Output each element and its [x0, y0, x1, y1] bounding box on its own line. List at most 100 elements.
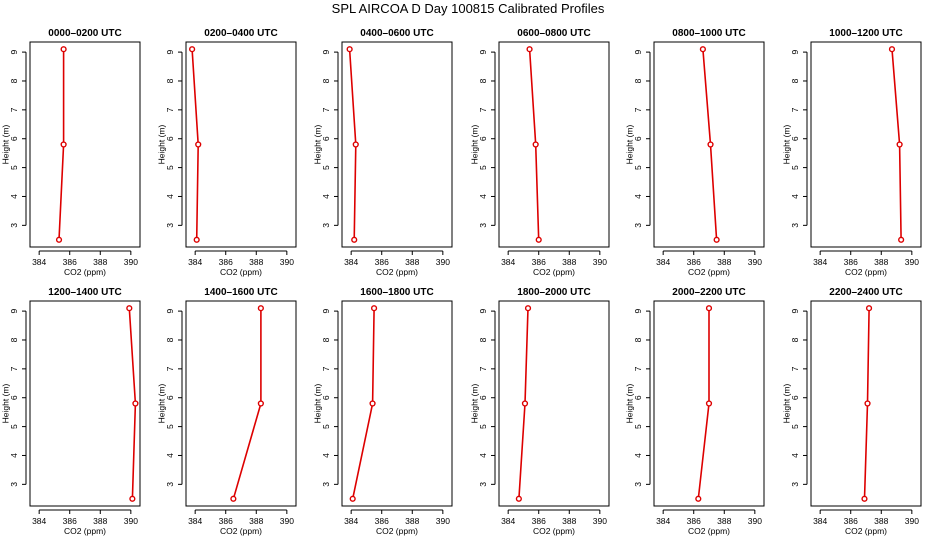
x-tick-label: 390	[436, 516, 450, 526]
y-tick-label: 7	[321, 107, 331, 112]
x-tick-label: 388	[93, 257, 107, 267]
y-tick-label: 3	[790, 482, 800, 487]
profile-point	[60, 141, 67, 148]
y-tick-label: 4	[478, 194, 488, 199]
y-tick-label: 7	[165, 366, 175, 371]
y-tick-label: 6	[478, 136, 488, 141]
y-axis-label: Height (m)	[156, 384, 166, 424]
y-tick-label: 5	[633, 165, 643, 170]
y-tick-label: 3	[478, 223, 488, 228]
y-tick-label: 9	[790, 49, 800, 54]
x-tick-label: 390	[905, 257, 919, 267]
x-tick-label: 384	[344, 257, 358, 267]
y-tick-label: 6	[165, 136, 175, 141]
chart-panel-2: 0200–0400 UTC 384 386 388 390 CO2 (ppm) 3 4 5 6 7 8…	[156, 28, 297, 277]
x-tick-label: 386	[219, 257, 233, 267]
y-tick-label: 5	[478, 165, 488, 170]
y-tick-label: 4	[321, 453, 331, 458]
profile-point	[713, 236, 720, 243]
x-tick-label: 390	[280, 257, 294, 267]
x-tick-label: 384	[32, 257, 46, 267]
x-tick-label: 386	[219, 516, 233, 526]
y-tick-label: 9	[478, 308, 488, 313]
y-tick-label: 8	[9, 78, 19, 83]
panel-title: 0400–0600 UTC	[360, 28, 433, 39]
y-tick-label: 9	[9, 308, 19, 313]
x-tick-label: 384	[188, 516, 202, 526]
chart-panel-3: 0400–0600 UTC 384 386 388 390 CO2 (ppm) 3 4 5 6 7 8…	[312, 28, 453, 277]
y-tick-label: 5	[9, 165, 19, 170]
chart-panel-10: 1800–2000 UTC 384 386 388 390 CO2 (ppm) 3 4 5 6 7 8…	[469, 287, 610, 536]
profile-point	[532, 141, 539, 148]
y-tick-label: 8	[478, 337, 488, 342]
y-tick-label: 6	[633, 395, 643, 400]
y-tick-label: 6	[9, 136, 19, 141]
profile-point	[888, 46, 896, 53]
x-tick-label: 390	[124, 516, 138, 526]
profile-point	[526, 46, 533, 53]
y-tick-label: 3	[165, 482, 175, 487]
profile-point	[370, 305, 378, 312]
y-tick-label: 3	[478, 482, 488, 487]
x-tick-label: 386	[687, 516, 701, 526]
y-tick-label: 9	[165, 308, 175, 313]
x-tick-label: 384	[344, 516, 358, 526]
y-tick-label: 6	[9, 395, 19, 400]
panel-title: 1800–2000 UTC	[517, 287, 590, 298]
y-tick-label: 4	[9, 194, 19, 199]
profile-point	[695, 495, 702, 502]
y-tick-label: 8	[633, 337, 643, 342]
profile-point	[346, 46, 353, 53]
profile-point	[864, 400, 871, 407]
profile-point	[257, 305, 264, 312]
x-tick-label: 386	[687, 257, 701, 267]
y-tick-label: 3	[633, 482, 643, 487]
x-tick-label: 386	[63, 516, 77, 526]
y-tick-label: 8	[321, 78, 331, 83]
x-tick-label: 384	[813, 516, 827, 526]
profile-point	[193, 236, 200, 243]
x-tick-label: 388	[249, 516, 263, 526]
chart-panel-9: 1600–1800 UTC 384 386 388 390 CO2 (ppm) 3 4 5 6 7 8…	[312, 287, 453, 536]
x-tick-label: 384	[188, 257, 202, 267]
profile-point	[351, 236, 358, 243]
x-tick-label: 390	[593, 516, 607, 526]
panel-title: 1000–1200 UTC	[829, 28, 902, 39]
y-tick-label: 3	[9, 482, 19, 487]
y-tick-label: 4	[165, 194, 175, 199]
y-axis-label: Height (m)	[781, 384, 791, 424]
chart-panel-1: 0000–0200 UTC 384 386 388 390 CO2 (ppm) 3 4 5 6 7 8…	[0, 28, 141, 277]
chart-panel-5: 0800–1000 UTC 384 386 388 390 CO2 (ppm) 3 4 5 6 7 8…	[624, 28, 765, 277]
x-tick-label: 384	[32, 516, 46, 526]
chart-panel-6: 1000–1200 UTC 384 386 388 390 CO2 (ppm) 3 4 5 6 7 8…	[781, 28, 922, 277]
y-tick-label: 4	[9, 453, 19, 458]
y-tick-label: 9	[165, 49, 175, 54]
profile-point	[705, 305, 713, 312]
y-tick-label: 7	[478, 366, 488, 371]
x-tick-label: 384	[501, 516, 515, 526]
y-tick-label: 8	[790, 78, 800, 83]
y-tick-label: 7	[633, 107, 643, 112]
panel-title: 0000–0200 UTC	[48, 28, 121, 39]
y-tick-label: 7	[165, 107, 175, 112]
y-tick-label: 5	[321, 424, 331, 429]
y-tick-label: 8	[9, 337, 19, 342]
y-tick-label: 6	[790, 136, 800, 141]
profile-point	[55, 236, 63, 243]
profile-point	[349, 495, 356, 502]
y-tick-label: 3	[633, 223, 643, 228]
profile-point	[705, 400, 713, 407]
panel-title: 2200–2400 UTC	[829, 287, 902, 298]
profile-point	[369, 400, 376, 407]
y-tick-label: 9	[321, 49, 331, 54]
chart-panel-4: 0600–0800 UTC 384 386 388 390 CO2 (ppm) 3 4 5 6 7 8…	[469, 28, 610, 277]
y-tick-label: 9	[790, 308, 800, 313]
chart-panel-11: 2000–2200 UTC 384 386 388 390 CO2 (ppm) 3 4 5 6 7 8…	[624, 287, 765, 536]
plot-frame	[653, 41, 765, 248]
profile-point	[515, 495, 522, 502]
plot-frame	[810, 41, 922, 248]
y-tick-label: 7	[790, 107, 800, 112]
x-tick-label: 390	[748, 257, 762, 267]
y-tick-label: 5	[790, 424, 800, 429]
y-tick-label: 9	[478, 49, 488, 54]
